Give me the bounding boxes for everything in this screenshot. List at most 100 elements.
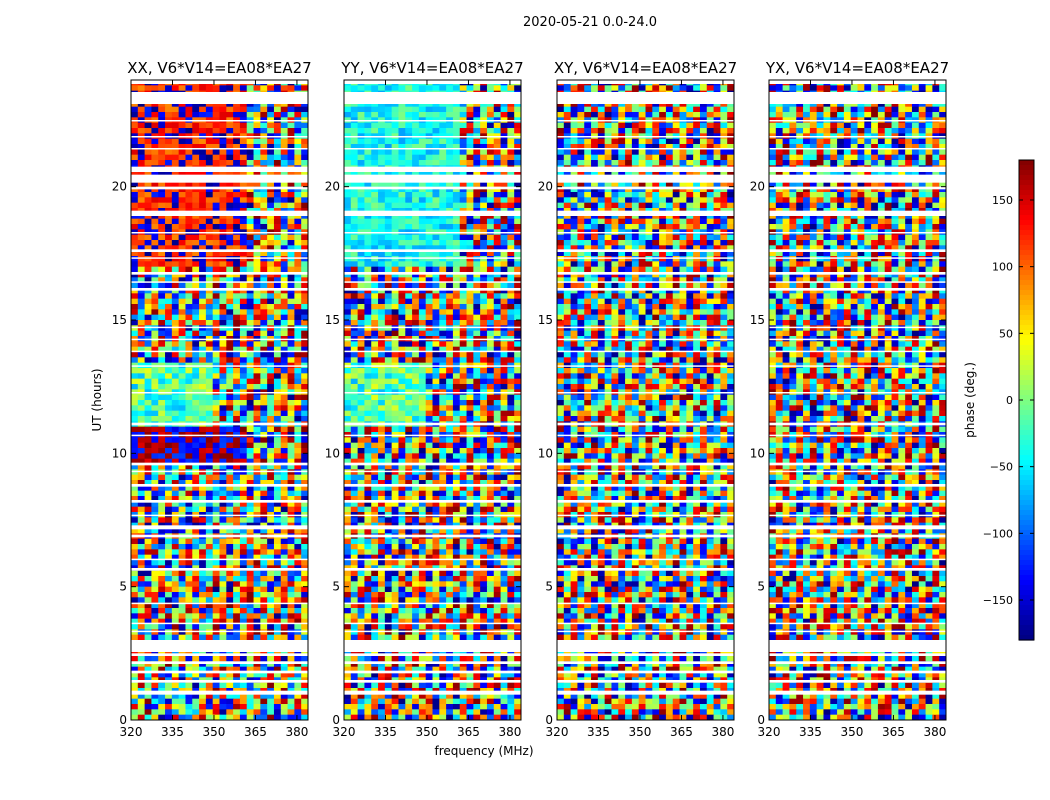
flagged-band xyxy=(131,249,308,252)
flagged-band xyxy=(344,249,521,252)
y-tick-label: 0 xyxy=(332,713,340,727)
x-tick-label: 380 xyxy=(711,725,734,739)
colorbar-segment xyxy=(1019,365,1034,371)
colorbar-segment xyxy=(1019,565,1034,571)
flagged-band xyxy=(557,653,734,656)
flagged-band xyxy=(557,350,734,353)
phase-waterfall xyxy=(557,80,734,720)
y-tick-label: 20 xyxy=(325,180,340,194)
y-tick-label: 20 xyxy=(112,180,127,194)
flagged-band xyxy=(344,462,521,466)
colorbar-segment xyxy=(1019,555,1034,561)
flagged-band xyxy=(769,257,946,259)
colorbar-segment xyxy=(1019,480,1034,486)
colorbar-segment xyxy=(1019,420,1034,426)
flagged-band xyxy=(131,80,308,84)
colorbar-segment xyxy=(1019,335,1034,341)
flagged-band xyxy=(131,166,308,172)
colorbar-segment xyxy=(1019,380,1034,386)
colorbar-segment xyxy=(1019,505,1034,511)
flagged-band xyxy=(131,640,308,652)
x-tick-label: 320 xyxy=(333,725,356,739)
colorbar-segment xyxy=(1019,360,1034,366)
colorbar-segment xyxy=(1019,275,1034,281)
flagged-band xyxy=(769,525,946,530)
colorbar-segment xyxy=(1019,460,1034,466)
flagged-band xyxy=(131,462,308,466)
flagged-band xyxy=(557,534,734,538)
flagged-band xyxy=(557,462,734,466)
flagged-band xyxy=(769,338,946,341)
x-tick-label: 365 xyxy=(882,725,905,739)
flagged-band xyxy=(769,484,946,487)
colorbar-segment xyxy=(1019,395,1034,401)
colorbar-segment xyxy=(1019,370,1034,376)
colorbar-segment xyxy=(1019,500,1034,506)
figure-suptitle: 2020-05-21 0.0-24.0 xyxy=(523,15,657,30)
flagged-band xyxy=(131,622,308,625)
flagged-band xyxy=(131,653,308,656)
flagged-band xyxy=(769,558,946,561)
colorbar-segment xyxy=(1019,605,1034,611)
colorbar-segment xyxy=(1019,580,1034,586)
x-tick-label: 350 xyxy=(203,725,226,739)
phase-waterfall xyxy=(131,80,308,720)
colorbar-tick-label: −100 xyxy=(983,527,1013,540)
flagged-band xyxy=(557,434,734,437)
flagged-band xyxy=(344,120,521,122)
y-tick-label: 20 xyxy=(750,180,765,194)
flagged-band xyxy=(131,281,308,283)
flagged-band xyxy=(131,514,308,517)
flagged-band xyxy=(557,670,734,674)
flagged-band xyxy=(557,680,734,683)
flagged-band xyxy=(131,174,308,183)
colorbar-segment xyxy=(1019,260,1034,266)
colorbar-segment xyxy=(1019,175,1034,181)
colorbar-segment xyxy=(1019,355,1034,361)
flagged-band xyxy=(131,422,308,426)
flagged-band xyxy=(769,272,946,275)
flagged-band xyxy=(344,232,521,234)
flagged-band xyxy=(557,136,734,138)
colorbar-segment xyxy=(1019,595,1034,601)
colorbar-segment xyxy=(1019,180,1034,186)
colorbar-segment xyxy=(1019,170,1034,176)
flagged-band xyxy=(557,281,734,283)
colorbar-segment xyxy=(1019,255,1034,261)
flagged-band xyxy=(769,680,946,683)
flagged-band xyxy=(131,392,308,394)
flagged-band xyxy=(769,514,946,517)
colorbar-segment xyxy=(1019,560,1034,566)
flagged-band xyxy=(131,630,308,633)
flagged-band xyxy=(131,690,308,695)
flagged-band xyxy=(344,338,521,341)
flagged-band xyxy=(557,602,734,605)
flagged-band xyxy=(131,232,308,234)
flagged-band xyxy=(344,166,521,172)
colorbar-segment xyxy=(1019,620,1034,626)
colorbar-segment xyxy=(1019,205,1034,211)
flagged-band xyxy=(344,80,521,84)
flagged-band xyxy=(769,653,946,656)
flagged-band xyxy=(344,500,521,503)
colorbar-segment xyxy=(1019,440,1034,446)
x-axis-label: frequency (MHz) xyxy=(434,744,533,758)
flagged-band xyxy=(344,365,521,367)
flagged-band xyxy=(131,680,308,683)
y-tick-label: 5 xyxy=(119,580,127,594)
x-tick-label: 335 xyxy=(161,725,184,739)
flagged-band xyxy=(769,80,946,84)
flagged-band xyxy=(769,640,946,652)
flagged-band xyxy=(769,166,946,172)
colorbar-segment xyxy=(1019,540,1034,546)
panels: XX, V6*V14=EA08*EA27 320 335 350 365 380 0 5 10 1… xyxy=(112,59,949,739)
colorbar-tick-label: 50 xyxy=(999,327,1013,340)
panel-title: YX, V6*V14=EA08*EA27 xyxy=(765,59,949,77)
colorbar-tick-label: −150 xyxy=(983,594,1013,607)
flagged-band xyxy=(769,120,946,122)
flagged-band xyxy=(344,653,521,656)
flagged-band xyxy=(769,92,946,104)
flagged-band xyxy=(131,326,308,329)
colorbar-segment xyxy=(1019,325,1034,331)
flagged-band xyxy=(557,338,734,341)
